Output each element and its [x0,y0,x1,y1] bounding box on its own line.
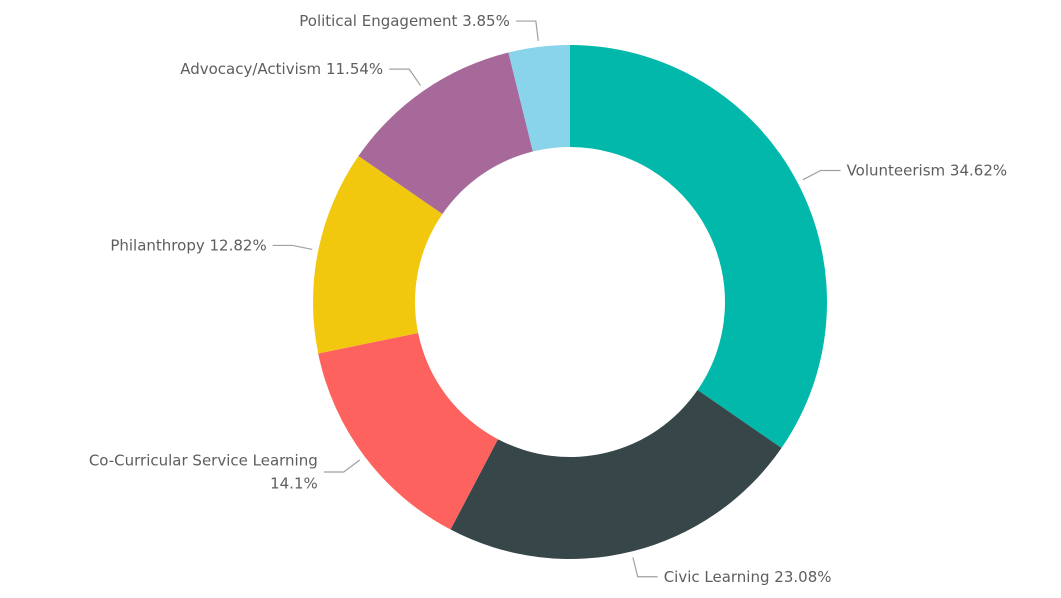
donut-slice [318,333,498,530]
slice-label: Co-Curricular Service Learning [89,452,318,470]
slice-category: Civic Learning [664,567,770,585]
slice-label: Political Engagement 3.85% [299,12,510,30]
slice-value-label: 34.62% [950,161,1007,179]
slice-label: Advocacy/Activism 11.54% [180,60,383,78]
leader-line [272,244,313,251]
slice-category: Advocacy/Activism [180,60,321,78]
slice-value-label: 12.82% [210,236,267,254]
slice-value-label: 3.85% [462,12,510,30]
leader-line [323,459,361,473]
donut-slice [570,45,828,449]
donut-slice [508,45,570,152]
leader-line [802,169,841,181]
slice-value-label: 11.54% [326,60,383,78]
slice-category: Philanthropy [110,236,205,254]
donut-slice [358,52,533,214]
donut-slice [450,390,782,560]
leader-line [515,20,539,41]
slice-value-label: 23.08% [774,567,831,585]
leader-line [632,557,658,578]
slice-value-label: 14.1% [270,475,318,493]
slice-category: Political Engagement [299,12,457,30]
slice-label: Volunteerism 34.62% [847,161,1008,179]
slice-label: Philanthropy 12.82% [110,236,266,254]
slice-label: Civic Learning 23.08% [664,567,832,585]
donut-slice [312,156,443,354]
leader-line [389,68,422,86]
slice-category: Volunteerism [847,161,946,179]
